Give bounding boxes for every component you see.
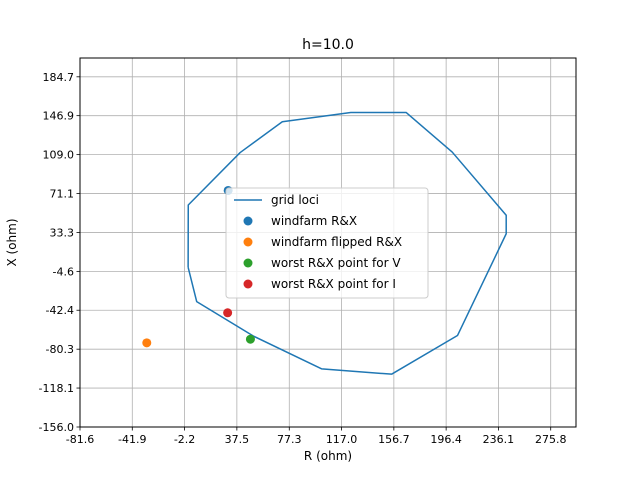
y-tick-label: 33.3: [50, 226, 75, 239]
x-tick-label: -2.2: [174, 433, 195, 446]
series-line-grid-loci: [187, 111, 507, 375]
plot-area: [142, 111, 507, 375]
chart-title: h=10.0: [302, 37, 354, 53]
y-axis-label: X (ohm): [5, 218, 19, 266]
y-tick-label: -118.1: [39, 382, 74, 395]
scatter-point-4: [223, 308, 233, 318]
y-tick-label: 71.1: [50, 188, 75, 201]
x-tick-label: 156.7: [378, 433, 410, 446]
legend-entry-label: grid loci: [271, 193, 319, 207]
x-tick-label: 77.3: [277, 433, 302, 446]
legend-point-marker: [243, 279, 253, 289]
ticks: -81.6 -41.9 -2.2 37.5 77.3 117.0 156.7 196.4 236…: [39, 71, 567, 446]
x-tick-label: -81.6: [66, 433, 94, 446]
scatter-point-3: [245, 334, 255, 344]
legend-point-marker: [243, 237, 253, 247]
x-axis-label: R (ohm): [304, 449, 352, 463]
x-tick-label: 117.0: [326, 433, 358, 446]
legend-point-marker: [243, 216, 253, 226]
scatter-point-2: [142, 338, 152, 348]
legend-entry-label: windfarm R&X: [271, 214, 357, 228]
x-tick-label: 37.5: [225, 433, 250, 446]
legend-entry-label: worst R&X point for V: [271, 256, 401, 270]
y-tick-label: 146.9: [43, 110, 75, 123]
legend-box: [225, 187, 429, 299]
y-tick-label: 109.0: [43, 149, 75, 162]
x-tick-label: 236.1: [483, 433, 515, 446]
x-tick-label: 275.8: [535, 433, 567, 446]
legend-point-marker: [243, 258, 253, 268]
y-tick-label: 184.7: [43, 71, 75, 84]
y-tick-label: -156.0: [39, 421, 74, 434]
y-tick-label: -4.6: [53, 265, 74, 278]
axes-frame: [79, 57, 577, 428]
y-tick-label: -80.3: [46, 343, 74, 356]
y-tick-label: -42.4: [46, 304, 74, 317]
legend: grid loci windfarm R&X windfarm flipped R&…: [225, 187, 429, 299]
legend-entry-label: worst R&X point for I: [271, 277, 396, 291]
legend-entry-label: windfarm flipped R&X: [271, 235, 402, 249]
x-tick-label: 196.4: [430, 433, 462, 446]
x-tick-label: -41.9: [118, 433, 146, 446]
